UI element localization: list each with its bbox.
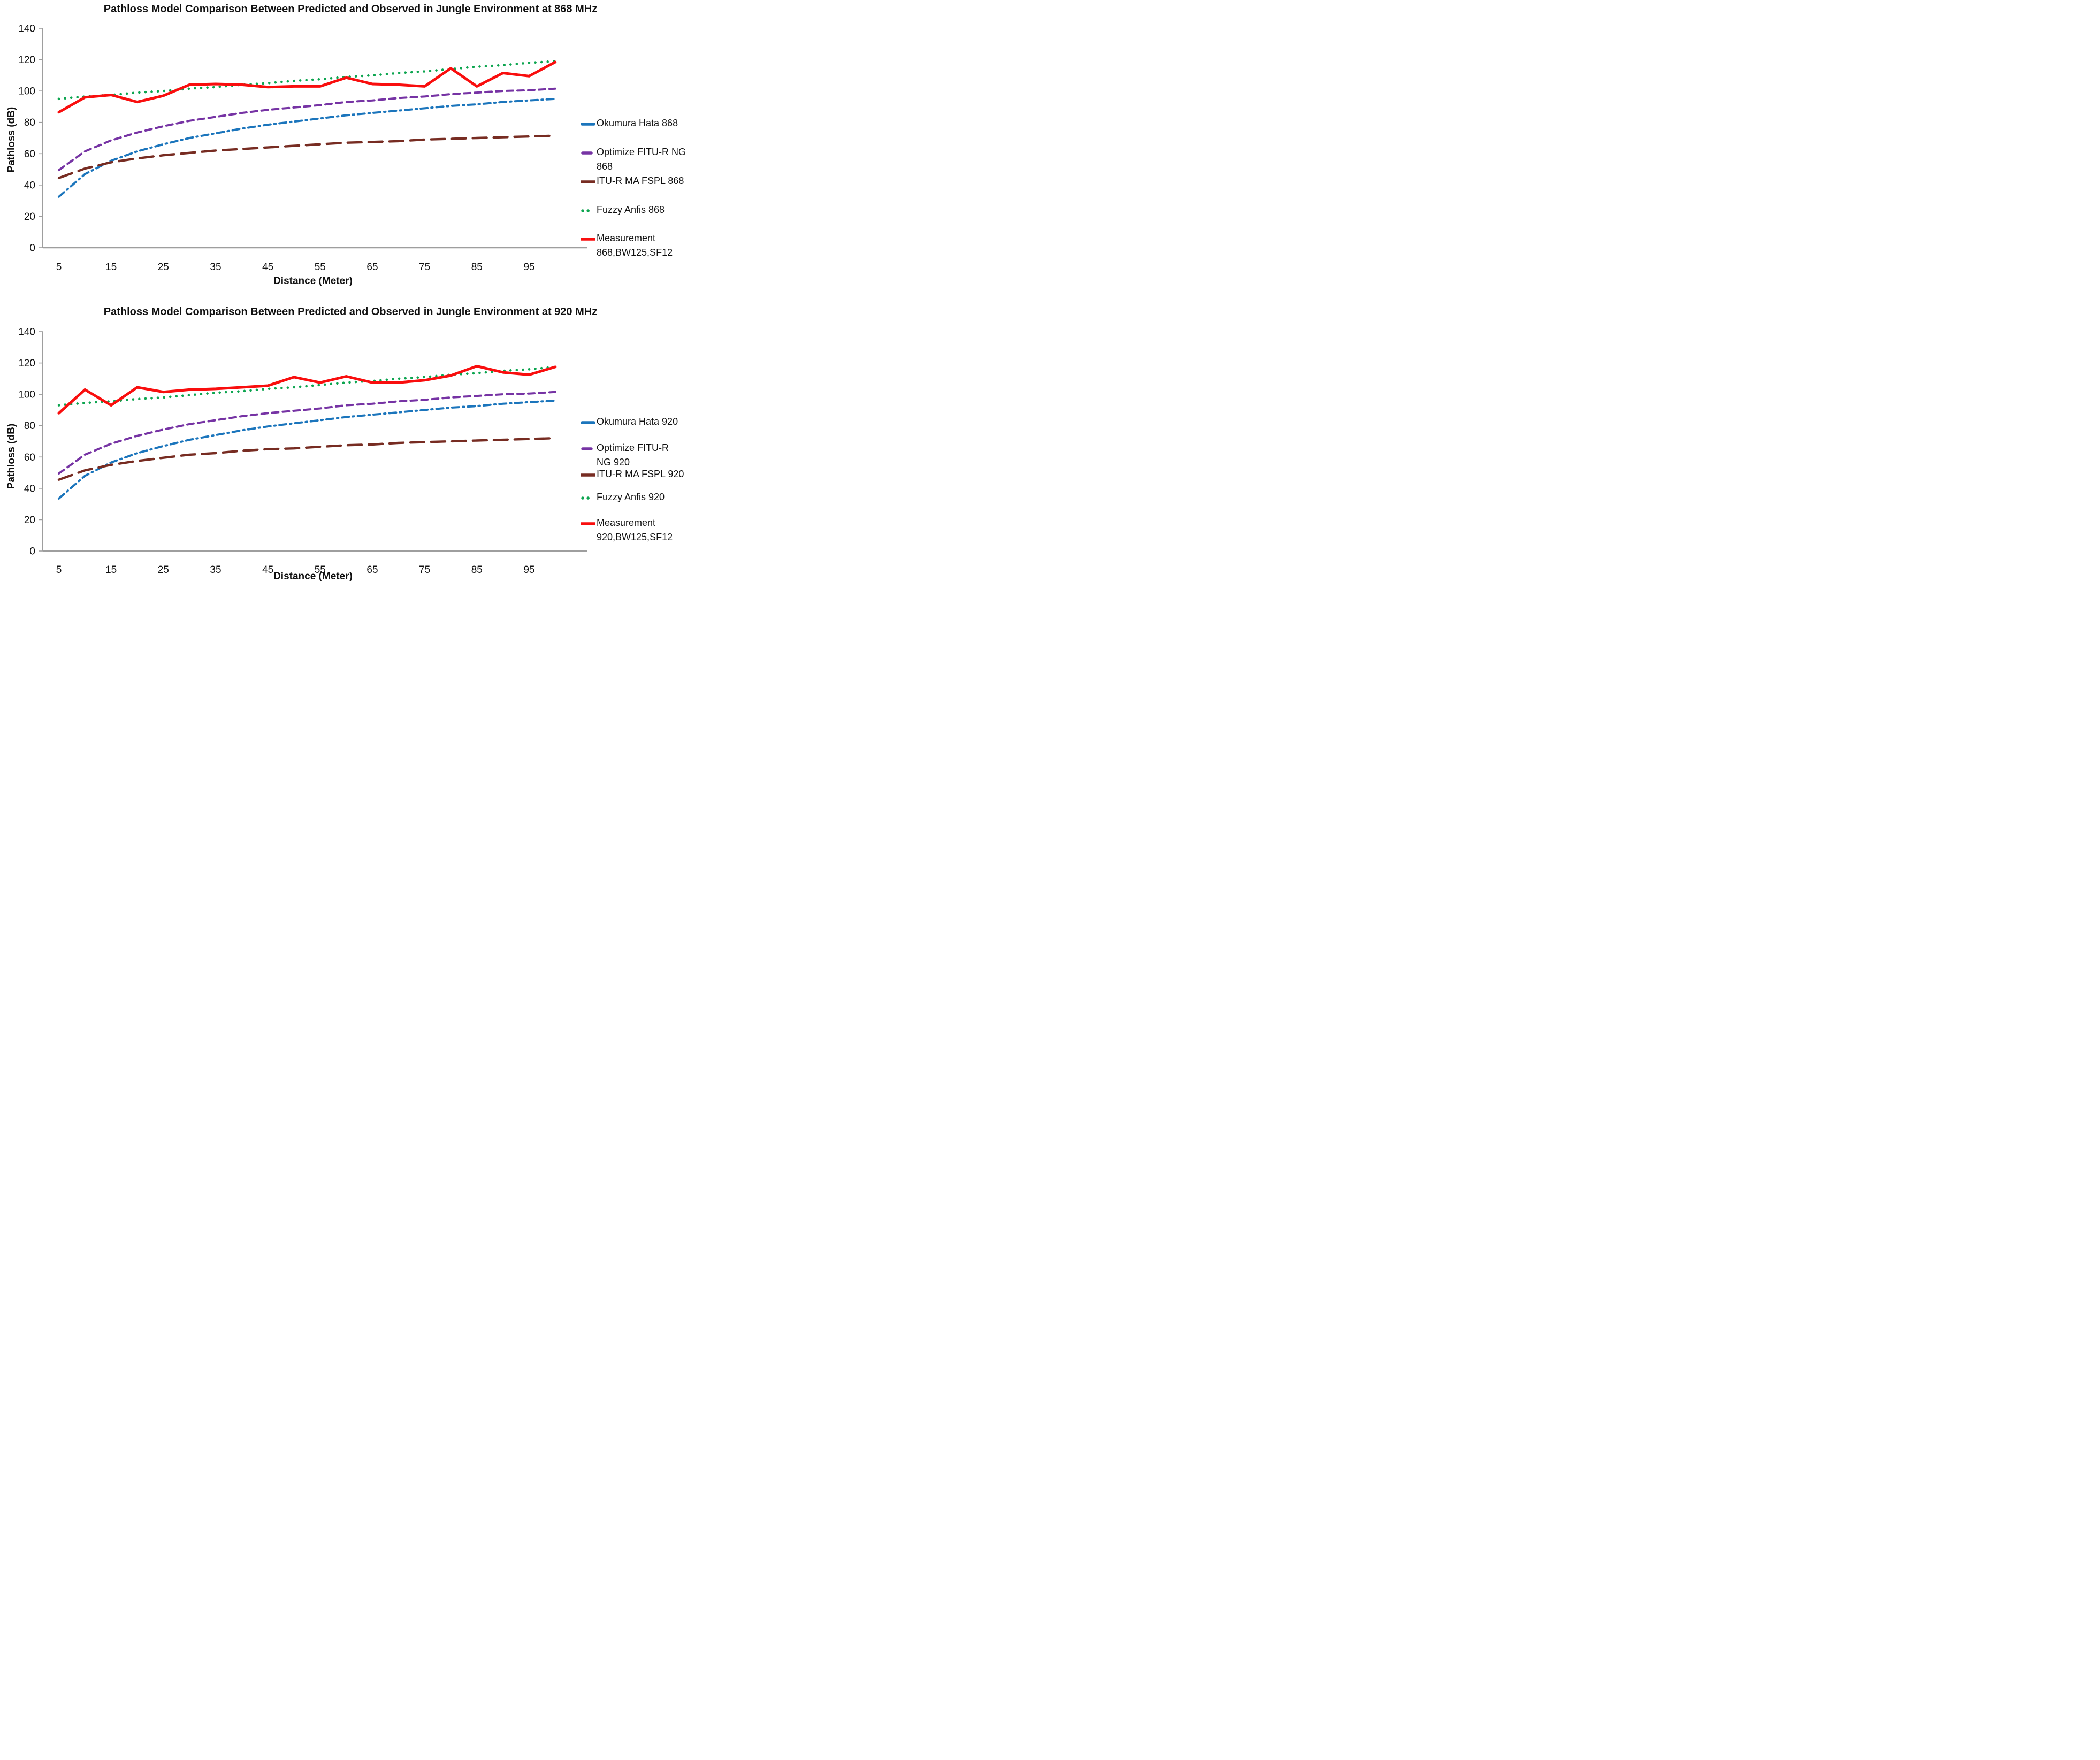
- y-tick-label: 40: [24, 180, 35, 191]
- y-tick-label: 100: [18, 389, 35, 401]
- y-tick-label: 0: [29, 243, 35, 254]
- legend-label-line: Optimize FITU-R: [597, 442, 669, 453]
- legend-label-line: 868,BW125,SF12: [597, 247, 673, 258]
- x-tick-label: 75: [419, 564, 430, 576]
- legend-label: ITU-R MA FSPL 920: [597, 467, 684, 481]
- series-line-measurement-920: [57, 364, 557, 415]
- legend-item-optimize-fitu-r-ng-868: Optimize FITU-R NG 868: [581, 145, 686, 174]
- legend-item-okumura-hata-868: Okumura Hata 868: [581, 116, 678, 131]
- x-tick-label: 45: [262, 262, 273, 273]
- legend-item-fuzzy-anfis-920: Fuzzy Anfis 920: [581, 490, 665, 504]
- series-line-fuzzy-anfis-868: [57, 60, 557, 101]
- y-tick-label: 60: [24, 149, 35, 160]
- legend-label: Okumura Hata 868: [597, 116, 678, 131]
- legend-label: Measurement 868,BW125,SF12: [597, 231, 673, 260]
- y-tick-label: 60: [24, 452, 35, 463]
- legend-item-measurement-868: Measurement 868,BW125,SF12: [581, 231, 673, 260]
- chart-title-920: Pathloss Model Comparison Between Predic…: [103, 306, 598, 318]
- legend-label-line: Measurement: [597, 517, 656, 528]
- legend-label-line: ITU-R MA FSPL 868: [597, 175, 684, 186]
- legend-label: Measurement 920,BW125,SF12: [597, 516, 673, 545]
- x-tick-label: 25: [158, 262, 169, 273]
- legend-marker-dash-dot-icon: [581, 123, 595, 126]
- x-tick-label: 95: [523, 262, 534, 273]
- legend-marker-dash-dot-icon: [581, 421, 595, 424]
- x-tick-label: 65: [366, 564, 378, 576]
- x-tick-label: 75: [419, 262, 430, 273]
- y-tick-label: 140: [18, 326, 35, 338]
- x-tick-label: 45: [262, 564, 273, 576]
- legend-item-itu-r-ma-fspl-868: ITU-R MA FSPL 868: [581, 174, 684, 188]
- x-tick-label: 35: [210, 262, 221, 273]
- legend-marker-dashed-icon: [581, 151, 593, 155]
- y-tick-label: 40: [24, 483, 35, 494]
- series-line-optimize-fitu-r-ng-920: [58, 391, 556, 475]
- legend-label-line: 920,BW125,SF12: [597, 532, 673, 542]
- series-line-okumura-hata-920: [58, 399, 556, 500]
- x-tick-label: 65: [366, 262, 378, 273]
- plot-area-920: 0 20 40 60 80 100 120 140 5 15 25 35 45 55 65 75 85 95: [18, 326, 587, 576]
- plot-area-868: 0 20 40 60 80 100 120 140 5 15 25 35 45 55 65 75 85 95: [18, 23, 587, 273]
- legend-item-itu-r-ma-fspl-920: ITU-R MA FSPL 920: [581, 467, 684, 481]
- legend-item-measurement-920: Measurement 920,BW125,SF12: [581, 516, 673, 545]
- x-tick-label: 35: [210, 564, 221, 576]
- x-tick-label: 85: [471, 564, 483, 576]
- x-tick-label: 25: [158, 564, 169, 576]
- legend-label-line: ITU-R MA FSPL 920: [597, 469, 684, 479]
- legend-label-line: Okumura Hata 920: [597, 416, 678, 427]
- x-axis-title-868: Distance (Meter): [273, 276, 353, 287]
- legend-label: Optimize FITU-R NG 868: [597, 145, 686, 174]
- series-line-optimize-fitu-r-ng-868: [58, 87, 556, 171]
- x-tick-label: 95: [523, 564, 534, 576]
- series-line-measurement-868: [57, 60, 557, 114]
- pathloss-chart-868: Pathloss Model Comparison Between Predic…: [0, 0, 700, 294]
- legend-marker-dashed-icon: [581, 447, 593, 450]
- legend-label: ITU-R MA FSPL 868: [597, 174, 684, 188]
- x-tick-label: 55: [315, 564, 326, 576]
- legend-label-line: 868: [597, 161, 613, 172]
- x-tick-label: 55: [315, 262, 326, 273]
- legend-label-line: Measurement: [597, 233, 656, 243]
- legend-item-okumura-hata-920: Okumura Hata 920: [581, 415, 678, 429]
- legend-label: Okumura Hata 920: [597, 415, 678, 429]
- legend-label-line: Fuzzy Anfis 920: [597, 492, 665, 502]
- y-tick-label: 100: [18, 86, 35, 97]
- pathloss-chart-920: Pathloss Model Comparison Between Predic…: [0, 294, 700, 587]
- legend-label: Fuzzy Anfis 920: [597, 490, 665, 504]
- x-tick-label: 15: [105, 564, 117, 576]
- legend-label-line: Okumura Hata 868: [597, 118, 678, 128]
- legend-marker-long-dash-icon: [581, 473, 595, 477]
- legend-item-fuzzy-anfis-868: Fuzzy Anfis 868: [581, 203, 665, 217]
- y-tick-label: 80: [24, 420, 35, 432]
- chart-title-868: Pathloss Model Comparison Between Predic…: [103, 3, 598, 15]
- series-line-itu-r-ma-fspl-868: [57, 134, 557, 179]
- legend-label: Optimize FITU-R NG 920: [597, 441, 669, 470]
- y-tick-label: 20: [24, 211, 35, 223]
- y-tick-label: 80: [24, 117, 35, 128]
- y-tick-label: 140: [18, 23, 35, 34]
- x-tick-label: 85: [471, 262, 483, 273]
- x-tick-label: 5: [56, 262, 62, 273]
- legend-label-line: NG 920: [597, 457, 630, 468]
- legend-marker-dotted-icon: [581, 209, 595, 212]
- y-tick-label: 120: [18, 55, 35, 66]
- x-axis-title-920: Distance (Meter): [273, 571, 353, 582]
- legend-label: Fuzzy Anfis 868: [597, 203, 665, 217]
- legend-label-line: Optimize FITU-R NG: [597, 147, 686, 157]
- legend-marker-solid-icon: [581, 522, 595, 525]
- legend-item-optimize-fitu-r-ng-920: Optimize FITU-R NG 920: [581, 441, 669, 470]
- y-tick-label: 20: [24, 515, 35, 526]
- series-line-fuzzy-anfis-920: [57, 365, 557, 407]
- legend-marker-long-dash-icon: [581, 180, 595, 183]
- y-tick-label: 0: [29, 546, 35, 557]
- x-tick-label: 5: [56, 564, 62, 576]
- series-line-okumura-hata-868: [58, 97, 556, 198]
- series-line-itu-r-ma-fspl-920: [57, 437, 557, 481]
- legend-label-line: Fuzzy Anfis 868: [597, 204, 665, 215]
- legend-marker-dotted-icon: [581, 496, 595, 500]
- x-tick-label: 15: [105, 262, 117, 273]
- y-tick-label: 120: [18, 358, 35, 369]
- legend-marker-solid-icon: [581, 238, 595, 241]
